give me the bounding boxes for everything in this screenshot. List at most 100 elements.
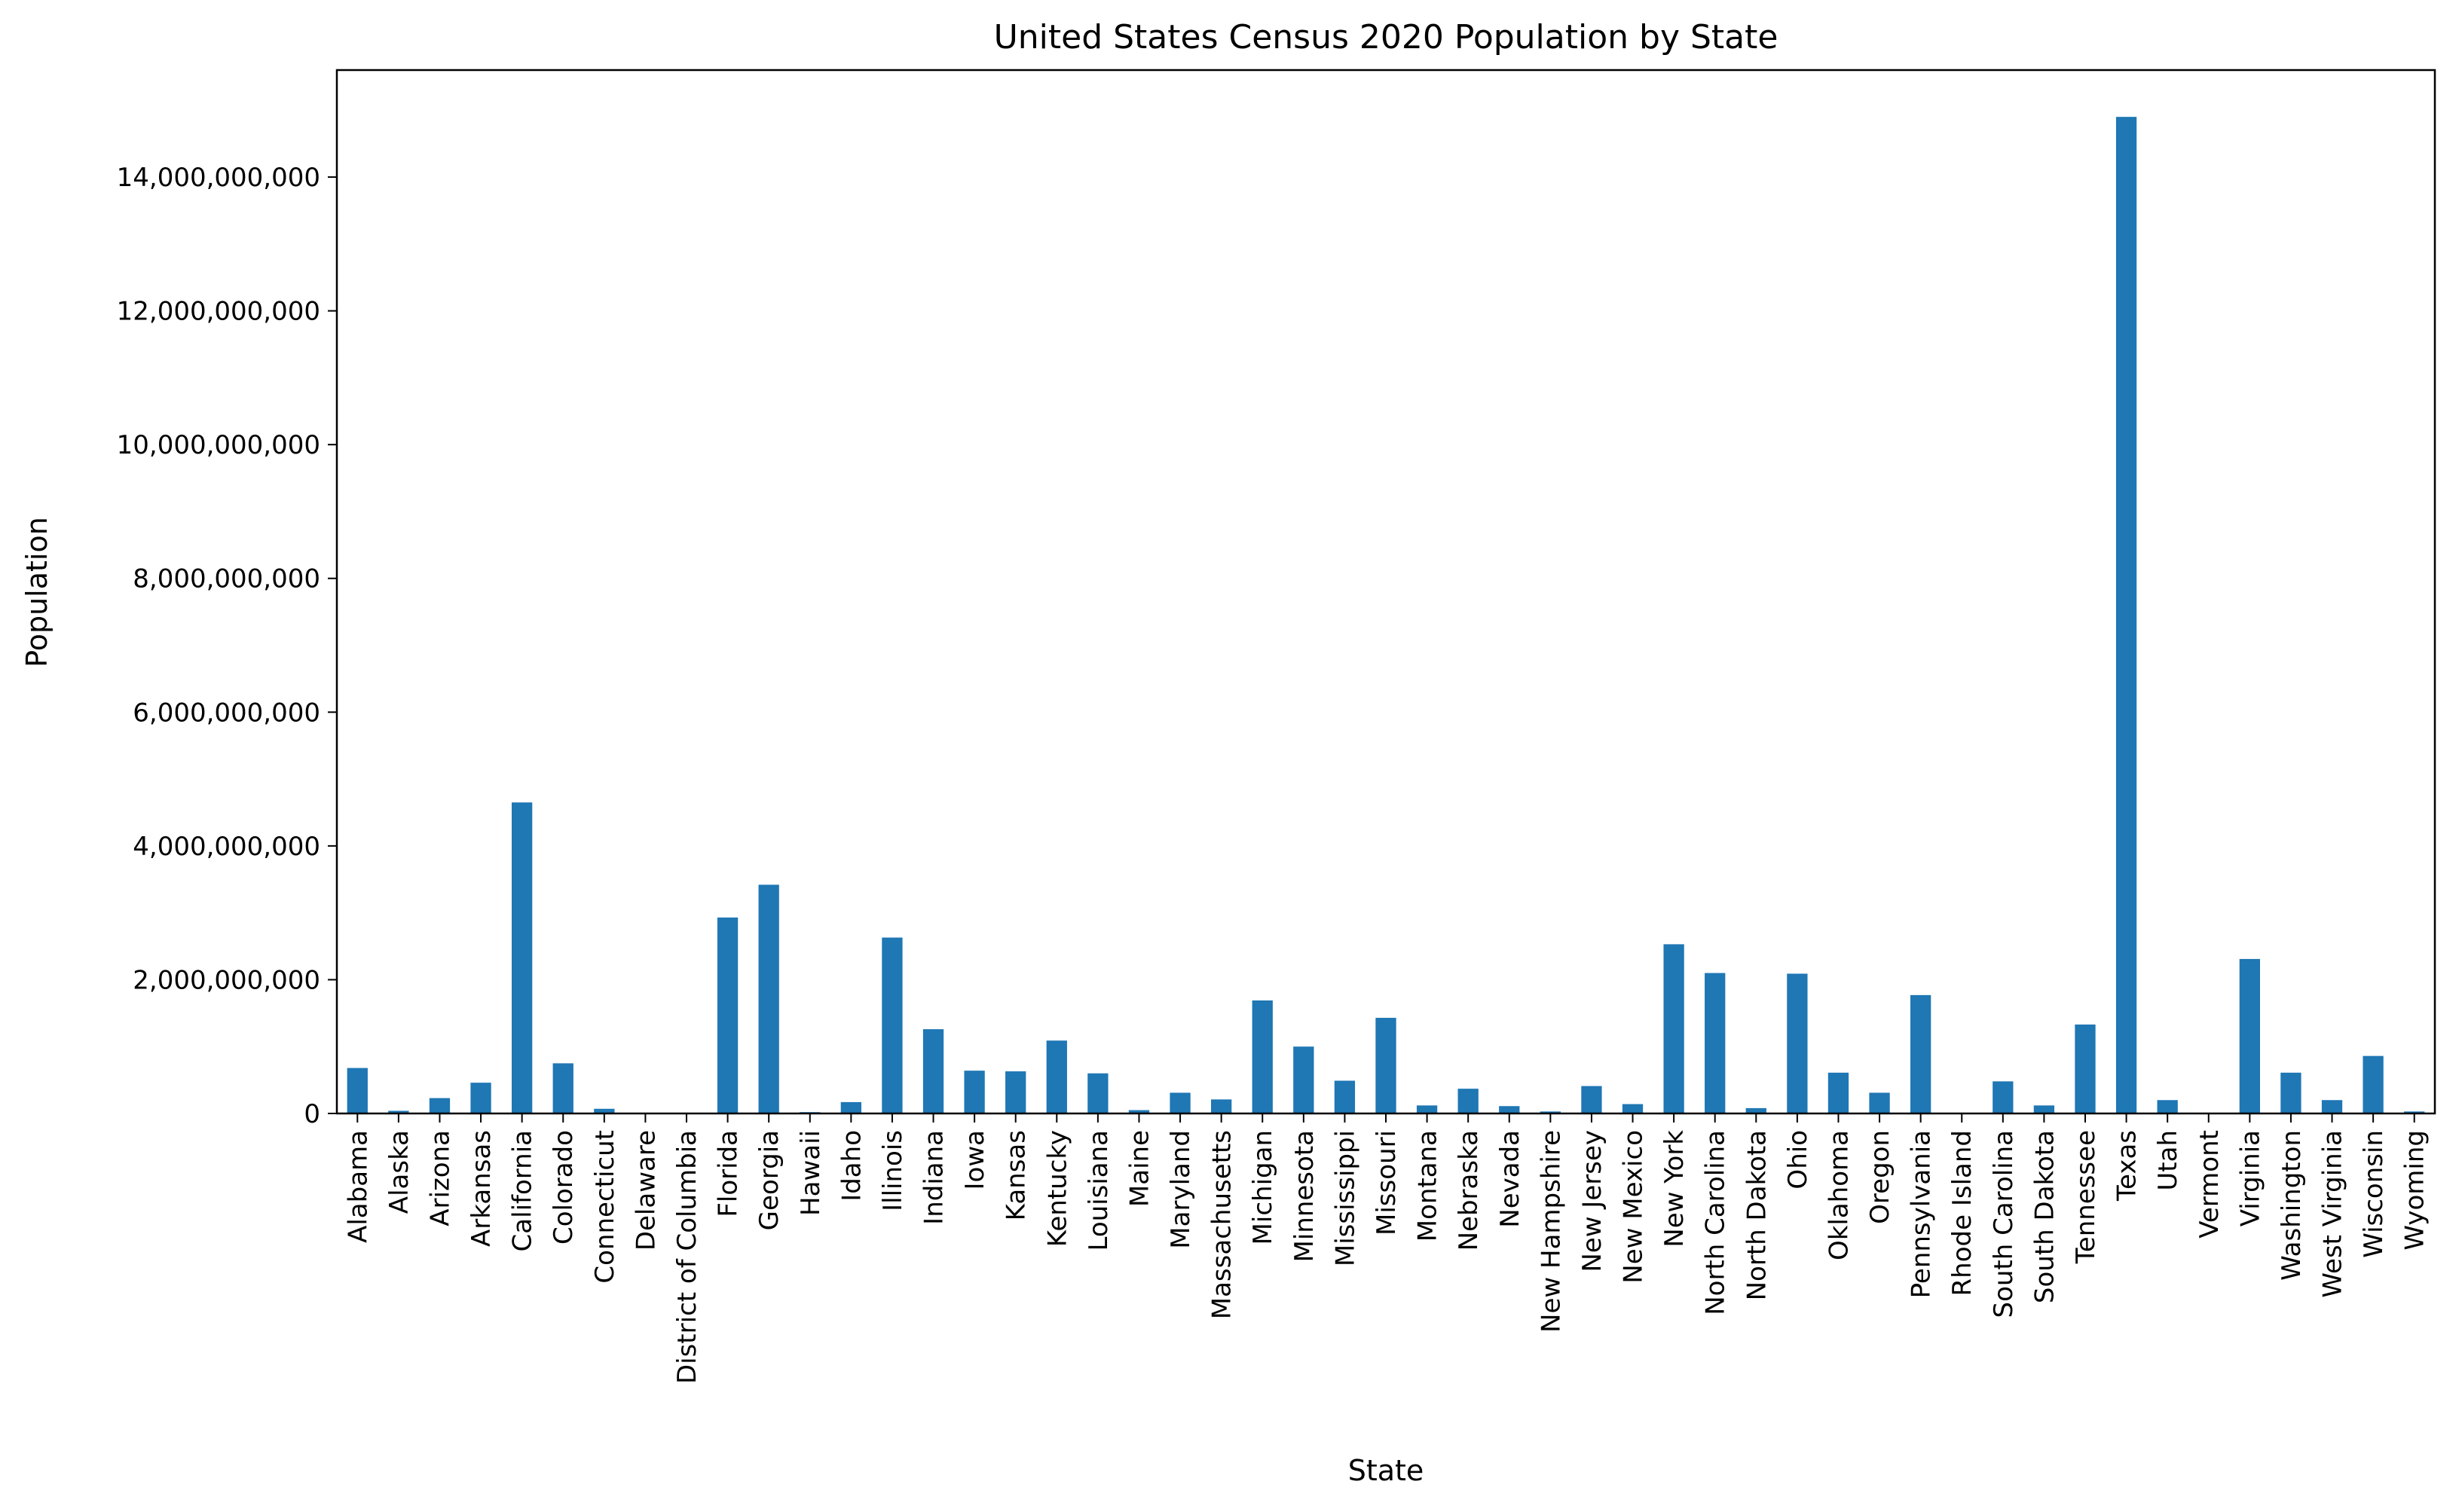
- bar-utah: [2157, 1100, 2178, 1113]
- x-tick-label: New Hampshire: [1536, 1130, 1566, 1333]
- bar-tennessee: [2075, 1024, 2096, 1113]
- x-ticks-group: Alabama Alaska Arizona Arkansas California Co…: [343, 1113, 2430, 1384]
- bar-new-mexico: [1622, 1104, 1644, 1113]
- x-tick-label: Colorado: [549, 1130, 579, 1245]
- bar-alaska: [388, 1110, 409, 1113]
- bar-iowa: [964, 1071, 985, 1113]
- x-tick-label: Ohio: [1783, 1130, 1813, 1190]
- x-tick-label: Arizona: [425, 1130, 455, 1226]
- x-tick-label: Massachusetts: [1207, 1130, 1237, 1319]
- bar-virginia: [2239, 958, 2260, 1113]
- x-tick-label: Iowa: [960, 1130, 990, 1190]
- x-tick-label: Michigan: [1248, 1130, 1278, 1245]
- y-tick-label: 6,000,000,000: [133, 698, 320, 728]
- bar-minnesota: [1293, 1046, 1314, 1113]
- x-tick-label: Vermont: [2194, 1130, 2225, 1239]
- bar-oklahoma: [1827, 1072, 1849, 1113]
- bar-montana: [1416, 1105, 1438, 1113]
- bar-south-carolina: [1993, 1081, 2014, 1113]
- x-tick-label: Montana: [1413, 1130, 1443, 1242]
- bar-washington: [2280, 1072, 2301, 1113]
- bar-kansas: [1005, 1071, 1026, 1113]
- x-tick-label: Nebraska: [1454, 1130, 1484, 1251]
- y-tick-label: 0: [304, 1099, 320, 1129]
- x-tick-label: Kentucky: [1042, 1130, 1072, 1247]
- x-tick-label: Maryland: [1166, 1130, 1196, 1249]
- x-tick-label: Wyoming: [2400, 1130, 2430, 1251]
- bar-nevada: [1499, 1106, 1520, 1113]
- bar-massachusetts: [1211, 1099, 1232, 1113]
- bar-alabama: [347, 1068, 368, 1113]
- x-tick-label: Florida: [714, 1130, 744, 1217]
- y-axis-label: Population: [20, 517, 54, 667]
- x-tick-label: District of Columbia: [672, 1130, 702, 1384]
- x-tick-label: West Virginia: [2318, 1130, 2348, 1298]
- x-tick-label: New York: [1659, 1130, 1690, 1248]
- x-tick-label: Hawaii: [796, 1130, 826, 1216]
- x-tick-label: Minnesota: [1289, 1130, 1320, 1262]
- x-tick-label: Virginia: [2235, 1130, 2265, 1226]
- x-axis-label: State: [1348, 1454, 1424, 1487]
- x-tick-label: Arkansas: [466, 1130, 497, 1247]
- x-tick-label: Kansas: [1002, 1130, 1032, 1220]
- x-tick-label: Illinois: [878, 1130, 908, 1211]
- bar-new-jersey: [1581, 1086, 1602, 1113]
- x-tick-label: Louisiana: [1084, 1130, 1114, 1251]
- bar-west-virginia: [2321, 1100, 2343, 1113]
- x-tick-label: Alabama: [343, 1130, 373, 1243]
- bar-missouri: [1375, 1018, 1396, 1113]
- bar-california: [512, 802, 533, 1113]
- bar-south-dakota: [2033, 1105, 2055, 1113]
- x-tick-label: Alaska: [384, 1130, 414, 1214]
- x-tick-label: Pennsylvania: [1907, 1130, 1937, 1298]
- bar-colorado: [552, 1063, 573, 1113]
- bar-ohio: [1787, 973, 1808, 1113]
- bar-mississippi: [1334, 1080, 1356, 1113]
- y-tick-label: 12,000,000,000: [117, 297, 320, 327]
- bar-indiana: [922, 1029, 944, 1113]
- x-tick-label: Oklahoma: [1824, 1130, 1854, 1260]
- x-tick-label: South Dakota: [2029, 1130, 2060, 1303]
- bars-group: [347, 117, 2425, 1113]
- x-tick-label: Idaho: [836, 1130, 867, 1202]
- bar-north-dakota: [1745, 1107, 1766, 1113]
- bar-oregon: [1869, 1092, 1890, 1113]
- bar-louisiana: [1087, 1073, 1109, 1113]
- x-tick-label: Connecticut: [590, 1130, 620, 1284]
- bar-maine: [1128, 1110, 1150, 1113]
- bar-florida: [717, 917, 739, 1113]
- x-tick-label: Washington: [2277, 1130, 2307, 1281]
- bar-arkansas: [470, 1083, 491, 1113]
- x-tick-label: Nevada: [1495, 1130, 1525, 1228]
- x-tick-label: Maine: [1124, 1130, 1155, 1207]
- x-tick-label: North Dakota: [1742, 1130, 1772, 1300]
- chart-title: United States Census 2020 Population by …: [994, 18, 1778, 57]
- x-tick-label: Texas: [2112, 1130, 2142, 1202]
- x-tick-label: Georgia: [754, 1130, 784, 1230]
- y-tick-label: 4,000,000,000: [133, 832, 320, 862]
- x-tick-label: Mississippi: [1330, 1130, 1360, 1266]
- bar-idaho: [840, 1101, 861, 1113]
- bar-wisconsin: [2363, 1055, 2384, 1113]
- x-tick-label: California: [508, 1130, 538, 1251]
- bar-michigan: [1252, 1000, 1273, 1113]
- x-tick-label: Rhode Island: [1947, 1130, 1977, 1296]
- x-tick-label: Delaware: [631, 1130, 661, 1251]
- bar-new-york: [1663, 944, 1684, 1113]
- bar-connecticut: [594, 1108, 615, 1113]
- bar-nebraska: [1457, 1089, 1479, 1113]
- x-tick-label: Wisconsin: [2359, 1130, 2389, 1258]
- x-tick-label: Tennessee: [2071, 1130, 2101, 1264]
- y-tick-label: 8,000,000,000: [133, 564, 320, 594]
- bar-new-hampshire: [1540, 1111, 1561, 1113]
- x-tick-label: Missouri: [1372, 1130, 1402, 1236]
- x-tick-label: South Carolina: [1989, 1130, 2019, 1318]
- y-tick-label: 2,000,000,000: [133, 965, 320, 995]
- bar-texas: [2115, 117, 2137, 1113]
- bar-pennsylvania: [1910, 994, 1931, 1113]
- y-ticks-group: 0 2,000,000,000 4,000,000,000 6,000,000,000…: [117, 163, 337, 1129]
- x-tick-label: Utah: [2153, 1130, 2183, 1191]
- x-tick-label: North Carolina: [1701, 1130, 1731, 1315]
